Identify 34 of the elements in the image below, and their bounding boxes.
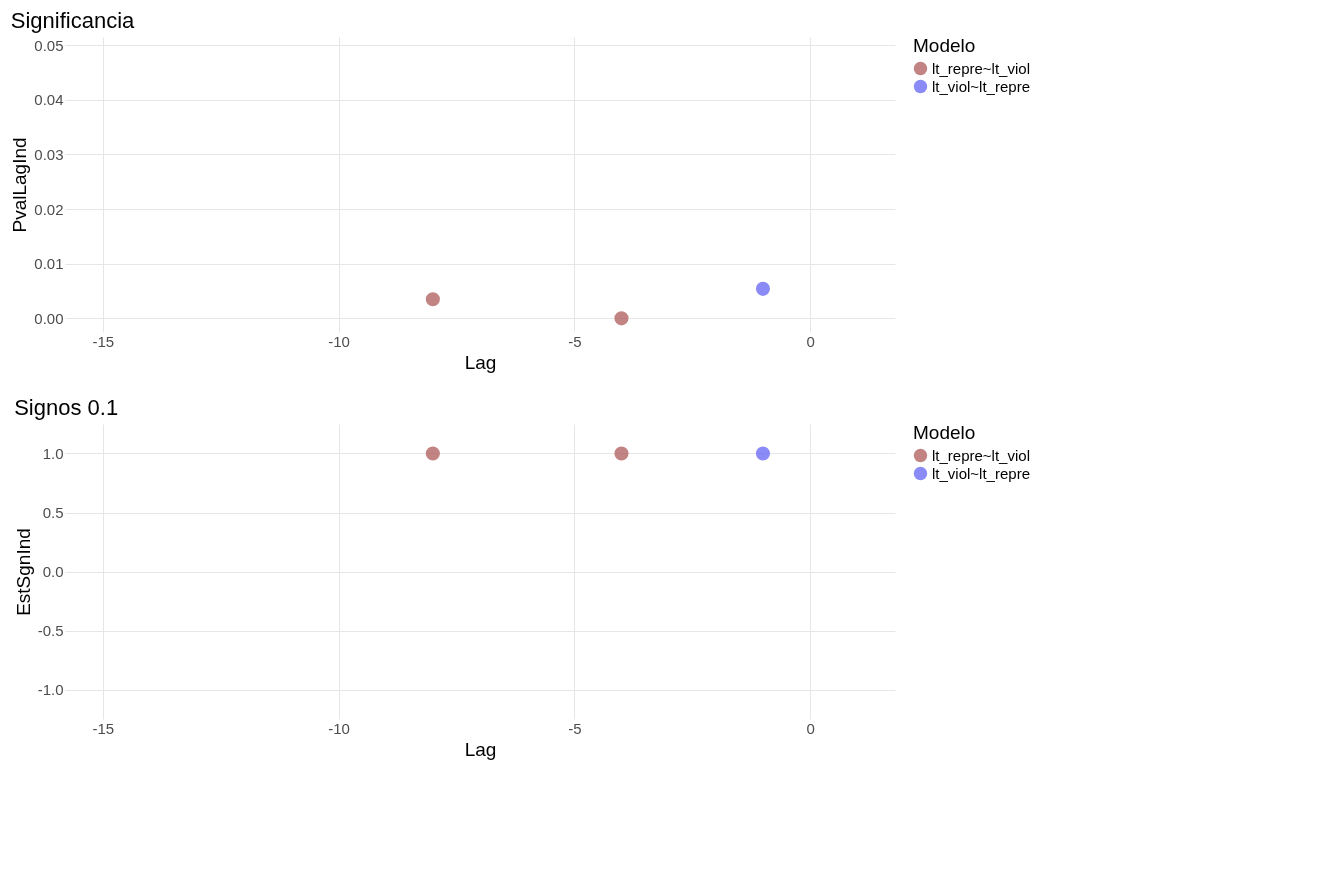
legend-label: lt_repre~lt_viol (932, 446, 1030, 464)
x-axis-title: Lag (464, 351, 497, 373)
x-tick-label: -15 (92, 719, 115, 737)
y-tick-label: -0.5 (37, 622, 64, 639)
x-tick-label: 0 (806, 719, 815, 737)
y-tick-label: 0.05 (34, 36, 64, 54)
point (425, 292, 440, 307)
y-tick-label: 0.01 (34, 255, 64, 273)
legend-label: lt_viol~lt_repre (932, 464, 1030, 482)
legend-label: lt_repre~lt_viol (932, 59, 1030, 77)
y-tick-label: 0.00 (34, 309, 64, 327)
chart-title: Significancia (10, 8, 136, 33)
y-axis-title: PvalLagInd (9, 137, 31, 233)
y-axis-title: EstSgnInd (12, 528, 34, 616)
y-tick-label: 0.04 (34, 91, 64, 109)
y-tick-label: -1.0 (37, 681, 64, 698)
x-tick-label: -5 (568, 719, 582, 737)
y-tick-label: 0.03 (34, 145, 64, 163)
legend-label: lt_viol~lt_repre (932, 77, 1030, 95)
x-tick-label: -10 (328, 332, 350, 350)
y-tick-label: 1.0 (42, 445, 64, 462)
point (614, 311, 629, 326)
x-tick-label: -5 (568, 332, 582, 350)
x-tick-label: -15 (92, 332, 115, 350)
y-tick-label: 0.02 (34, 200, 64, 218)
legend-title: Modelo (913, 422, 976, 443)
point (755, 281, 771, 296)
y-tick-label: 0.0 (42, 563, 64, 580)
chart-title: Signos 0.1 (14, 395, 119, 420)
x-axis-title: Lag (464, 738, 497, 760)
x-tick-label: -10 (328, 719, 350, 737)
legend-title: Modelo (913, 35, 976, 56)
y-tick-label: 0.5 (42, 504, 64, 521)
x-tick-label: 0 (806, 332, 815, 350)
